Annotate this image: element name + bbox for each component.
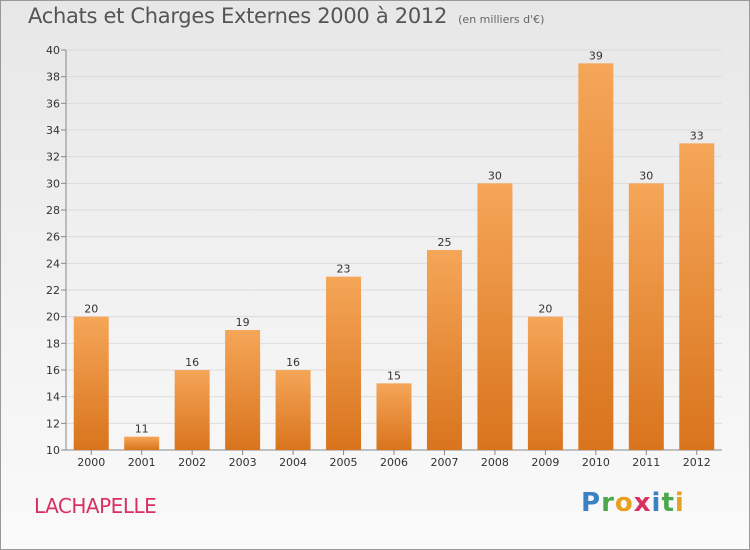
- bar: [578, 63, 614, 450]
- bar: [225, 330, 261, 450]
- proxiti-logo: Proxiti: [581, 488, 685, 518]
- data-label: 39: [589, 49, 603, 62]
- data-label: 20: [538, 303, 552, 316]
- y-tick-label: 18: [46, 337, 60, 350]
- data-label: 16: [286, 356, 300, 369]
- x-tick-label: 2008: [481, 456, 509, 469]
- y-tick-label: 14: [46, 391, 60, 404]
- y-tick-label: 34: [46, 124, 60, 137]
- y-tick-label: 38: [46, 71, 60, 84]
- x-tick-label: 2010: [582, 456, 610, 469]
- data-label: 15: [387, 369, 401, 382]
- bar: [326, 276, 362, 450]
- data-label: 33: [690, 129, 704, 142]
- data-label: 20: [84, 303, 98, 316]
- bar: [73, 316, 109, 450]
- y-tick-label: 10: [46, 444, 60, 457]
- bar: [426, 250, 462, 450]
- x-tick-label: 2002: [178, 456, 206, 469]
- title-row: Achats et Charges Externes 2000 à 2012 (…: [28, 4, 544, 28]
- data-label: 16: [185, 356, 199, 369]
- y-tick-label: 16: [46, 364, 60, 377]
- bar: [124, 436, 160, 450]
- x-tick-label: 2011: [632, 456, 660, 469]
- x-tick-label: 2012: [683, 456, 711, 469]
- commune-name: LACHAPELLE: [34, 494, 157, 518]
- data-label: 19: [236, 316, 250, 329]
- bar: [275, 370, 311, 450]
- x-tick-label: 2005: [330, 456, 358, 469]
- y-tick-label: 36: [46, 97, 60, 110]
- y-tick-label: 22: [46, 284, 60, 297]
- x-tick-label: 2003: [229, 456, 257, 469]
- bar: [477, 183, 513, 451]
- bar: [527, 316, 563, 450]
- x-tick-label: 2004: [279, 456, 307, 469]
- bar: [174, 370, 210, 450]
- y-tick-label: 12: [46, 417, 60, 430]
- data-label: 30: [639, 169, 653, 182]
- x-tick-label: 2000: [77, 456, 105, 469]
- data-label: 30: [488, 169, 502, 182]
- x-tick-label: 2007: [430, 456, 458, 469]
- chart-subtitle: (en milliers d'€): [458, 13, 545, 26]
- data-label: 11: [135, 423, 149, 436]
- data-label: 25: [437, 236, 451, 249]
- x-tick-label: 2009: [531, 456, 559, 469]
- data-label: 23: [337, 263, 351, 276]
- chart-title: Achats et Charges Externes 2000 à 2012: [28, 4, 448, 28]
- y-tick-label: 32: [46, 151, 60, 164]
- bar: [376, 383, 412, 450]
- y-tick-label: 30: [46, 177, 60, 190]
- bar: [679, 143, 715, 451]
- y-tick-label: 28: [46, 204, 60, 217]
- x-tick-label: 2006: [380, 456, 408, 469]
- y-tick-label: 26: [46, 231, 60, 244]
- y-tick-label: 24: [46, 257, 60, 270]
- bar: [628, 183, 664, 451]
- y-tick-label: 20: [46, 311, 60, 324]
- x-tick-label: 2001: [128, 456, 156, 469]
- y-tick-label: 40: [46, 44, 60, 57]
